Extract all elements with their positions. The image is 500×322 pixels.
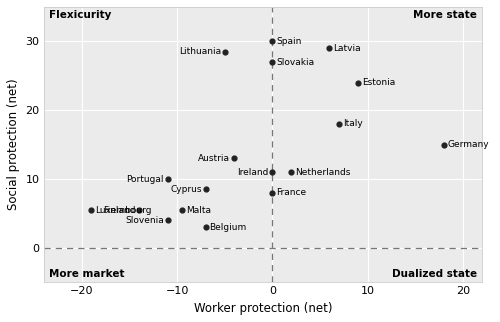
Text: Finland: Finland (102, 205, 135, 214)
Text: Slovakia: Slovakia (276, 58, 314, 67)
X-axis label: Worker protection (net): Worker protection (net) (194, 302, 332, 315)
Text: Netherlands: Netherlands (295, 168, 350, 177)
Point (440, 142, 448, 147)
Point (354, 80, 362, 85)
Y-axis label: Social protection (net): Social protection (net) (7, 79, 20, 211)
Text: Spain: Spain (276, 37, 301, 46)
Point (220, 49, 228, 54)
Text: Ireland: Ireland (237, 168, 268, 177)
Text: Flexicurity: Flexicurity (48, 10, 111, 20)
Point (268, 170, 276, 175)
Text: Austria: Austria (198, 154, 230, 163)
Point (326, 46, 334, 51)
Text: Belgium: Belgium (210, 223, 246, 232)
Text: Portugal: Portugal (126, 175, 164, 184)
Text: France: France (276, 188, 306, 197)
Point (164, 176, 172, 182)
Text: Estonia: Estonia (362, 78, 395, 87)
Point (88, 207, 96, 213)
Point (230, 156, 238, 161)
Point (164, 218, 172, 223)
Point (288, 170, 296, 175)
Point (178, 207, 186, 213)
Point (268, 60, 276, 65)
Point (268, 190, 276, 195)
Text: Italy: Italy (343, 119, 362, 128)
Point (268, 39, 276, 44)
Text: More market: More market (48, 269, 124, 279)
Text: Cyprus: Cyprus (170, 185, 202, 194)
Text: Latvia: Latvia (333, 44, 361, 53)
Text: Malta: Malta (186, 205, 210, 214)
Point (202, 225, 209, 230)
Point (202, 187, 209, 192)
Text: Dualized state: Dualized state (392, 269, 477, 279)
Text: More state: More state (413, 10, 477, 20)
Point (335, 121, 343, 127)
Text: Lithuania: Lithuania (179, 47, 221, 56)
Text: Slovenia: Slovenia (125, 216, 164, 225)
Text: Luxembourg: Luxembourg (95, 205, 152, 214)
Text: Germany: Germany (448, 140, 489, 149)
Point (135, 207, 143, 213)
